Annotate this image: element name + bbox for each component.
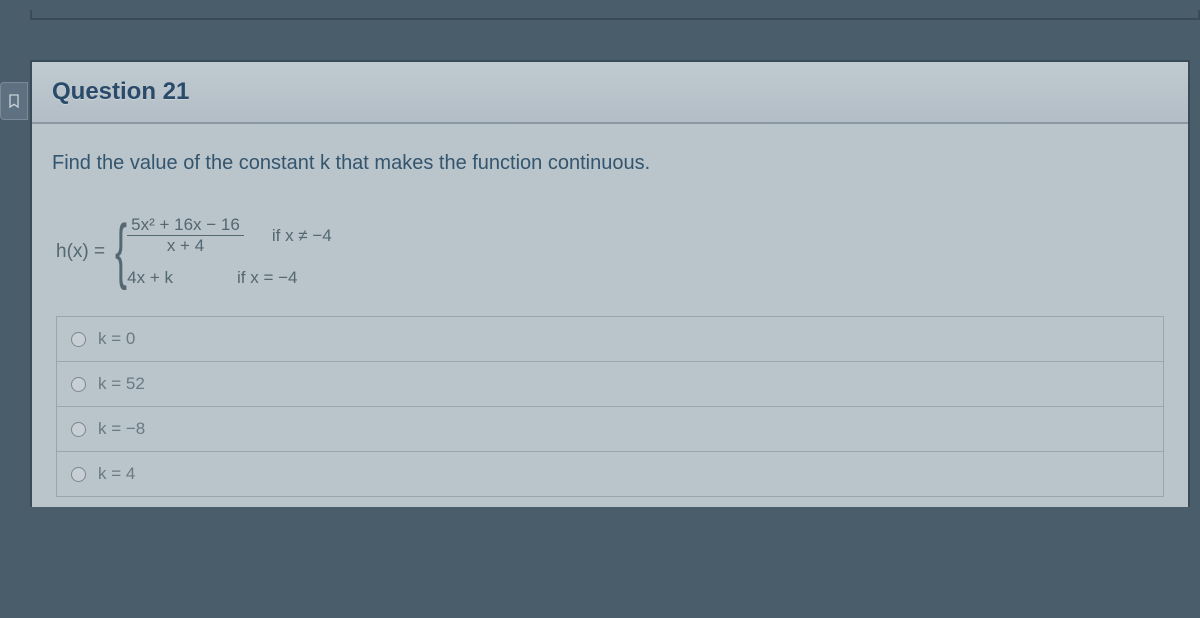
option-row[interactable]: k = −8	[57, 407, 1163, 452]
radio-icon	[71, 422, 86, 437]
condition: if x ≠ −4	[272, 226, 332, 246]
option-row[interactable]: k = 0	[57, 317, 1163, 362]
expression: 4x + k	[127, 268, 173, 288]
option-label: k = 4	[98, 464, 135, 484]
question-card: Question 21 Find the value of the consta…	[30, 60, 1190, 507]
question-prompt: Find the value of the constant k that ma…	[52, 152, 1168, 175]
option-label: k = −8	[98, 419, 145, 439]
case-row: 5x² + 16x − 16 x + 4 if x ≠ −4	[127, 215, 332, 256]
question-number: Question 21	[52, 78, 1168, 106]
case-row: 4x + k if x = −4	[127, 268, 332, 288]
option-row[interactable]: k = 4	[57, 452, 1163, 496]
brace-icon: {	[115, 219, 127, 284]
denominator: x + 4	[163, 236, 208, 256]
function-cases: 5x² + 16x − 16 x + 4 if x ≠ −4 4x + k if…	[127, 215, 332, 288]
radio-icon	[71, 377, 86, 392]
question-body: Find the value of the constant k that ma…	[32, 124, 1188, 507]
radio-icon	[71, 467, 86, 482]
question-header: Question 21	[32, 62, 1188, 124]
function-lhs: h(x) =	[56, 241, 105, 263]
condition: if x = −4	[237, 268, 297, 288]
fraction: 5x² + 16x − 16 x + 4	[127, 215, 244, 256]
top-frame-edge	[30, 10, 1200, 20]
piecewise-function: h(x) = { 5x² + 16x − 16 x + 4 if x ≠ −4 …	[52, 215, 1168, 288]
side-tab-button[interactable]	[0, 82, 28, 120]
bookmark-icon	[6, 93, 22, 109]
option-row[interactable]: k = 52	[57, 362, 1163, 407]
option-label: k = 0	[98, 329, 135, 349]
option-label: k = 52	[98, 374, 145, 394]
answer-options: k = 0 k = 52 k = −8 k = 4	[56, 316, 1164, 497]
radio-icon	[71, 332, 86, 347]
numerator: 5x² + 16x − 16	[127, 215, 244, 236]
